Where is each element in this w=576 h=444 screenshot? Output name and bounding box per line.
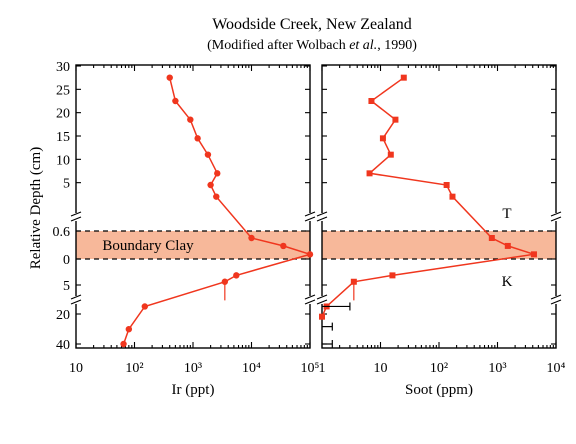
x-tick-label: 10²	[430, 361, 448, 376]
chart-title: Woodside Creek, New Zealand	[212, 16, 412, 33]
x-tick-label: 10	[374, 361, 388, 376]
soot-panel: 1 10 10² 10³ 10⁴ Soot (ppm)	[316, 64, 566, 398]
data-point	[504, 242, 511, 249]
x-tick-label: 10⁵	[301, 361, 320, 376]
plot-frame	[75, 64, 311, 349]
axis-break-mark	[550, 294, 562, 305]
y-tick-label: 40	[56, 338, 70, 353]
data-point	[319, 313, 325, 320]
x-tick-label: 10³	[184, 361, 202, 376]
data-point	[213, 193, 220, 200]
axis-break-gap	[317, 213, 327, 221]
data-point	[233, 272, 240, 279]
data-point	[125, 325, 133, 333]
x-axis-label: Soot (ppm)	[405, 382, 473, 398]
y-tick-label: 15	[56, 130, 70, 145]
data-series-line	[122, 77, 313, 345]
axis-break-gap	[551, 296, 561, 304]
data-point	[389, 272, 396, 279]
y-tick-label: 20	[56, 107, 70, 122]
axis-break-gap	[71, 213, 81, 221]
boundary-clay-band	[76, 231, 310, 259]
data-point	[400, 74, 407, 81]
x-tick-label: 1	[319, 361, 326, 376]
data-point	[449, 193, 456, 200]
data-point	[207, 181, 214, 189]
data-point	[379, 135, 386, 142]
boundary-clay-label: Boundary Clay	[102, 238, 194, 254]
data-point	[166, 74, 173, 81]
y-tick-label: 5	[63, 279, 70, 294]
chart-subtitle: (Modified after Wolbach et al., 1990)	[207, 38, 417, 53]
data-point	[488, 235, 495, 241]
y-tick-label: 20	[56, 308, 70, 323]
axis-break-mark	[70, 211, 82, 222]
data-point	[141, 303, 149, 310]
axis-break-gap	[305, 213, 315, 221]
zone-label-k: K	[502, 274, 513, 290]
axis-break-gap	[305, 296, 315, 304]
plot-frame	[321, 64, 557, 349]
data-point	[443, 182, 450, 188]
axis-break-mark	[316, 211, 328, 222]
axis-break-mark	[304, 211, 316, 222]
axis-break-mark	[304, 294, 316, 305]
data-point	[280, 242, 287, 250]
data-point	[392, 116, 399, 123]
axis-break-gap	[317, 296, 327, 304]
axis-break-gap	[551, 213, 561, 221]
data-point	[204, 151, 212, 158]
y-tick-label: 25	[56, 83, 70, 98]
x-tick-label: 10⁴	[242, 361, 261, 376]
x-tick-label: 10⁴	[547, 361, 566, 376]
data-point	[120, 340, 127, 348]
y-tick-label: 5	[63, 177, 70, 192]
x-axis-label: Ir (ppt)	[172, 382, 215, 398]
data-point	[368, 98, 375, 104]
axis-break-mark	[316, 294, 328, 305]
y-axis-label: Relative Depth (cm)	[28, 147, 44, 269]
y-tick-label: 30	[56, 60, 70, 75]
boundary-clay-band	[322, 231, 556, 259]
y-tick-label: 0.6	[53, 225, 71, 240]
ir-panel: 10 10² 10³ 10⁴ 10⁵ Ir (ppt)	[69, 64, 320, 398]
axis-break-mark	[70, 294, 82, 305]
data-point	[387, 151, 394, 158]
y-tick-label: 10	[56, 153, 70, 168]
data-point	[214, 170, 221, 177]
x-tick-label: 10	[69, 361, 83, 376]
data-point	[172, 97, 179, 105]
x-tick-label: 10³	[488, 361, 506, 376]
data-point	[194, 135, 201, 142]
axis-break-gap	[71, 296, 81, 304]
y-tick-label: 0	[63, 253, 70, 268]
x-tick-label: 10²	[125, 361, 143, 376]
data-point	[306, 251, 314, 258]
axis-break-mark	[550, 211, 562, 222]
data-point	[530, 251, 537, 258]
data-point	[248, 234, 255, 242]
data-point	[366, 170, 373, 177]
data-point	[187, 116, 194, 123]
zone-label-t: T	[502, 206, 511, 222]
